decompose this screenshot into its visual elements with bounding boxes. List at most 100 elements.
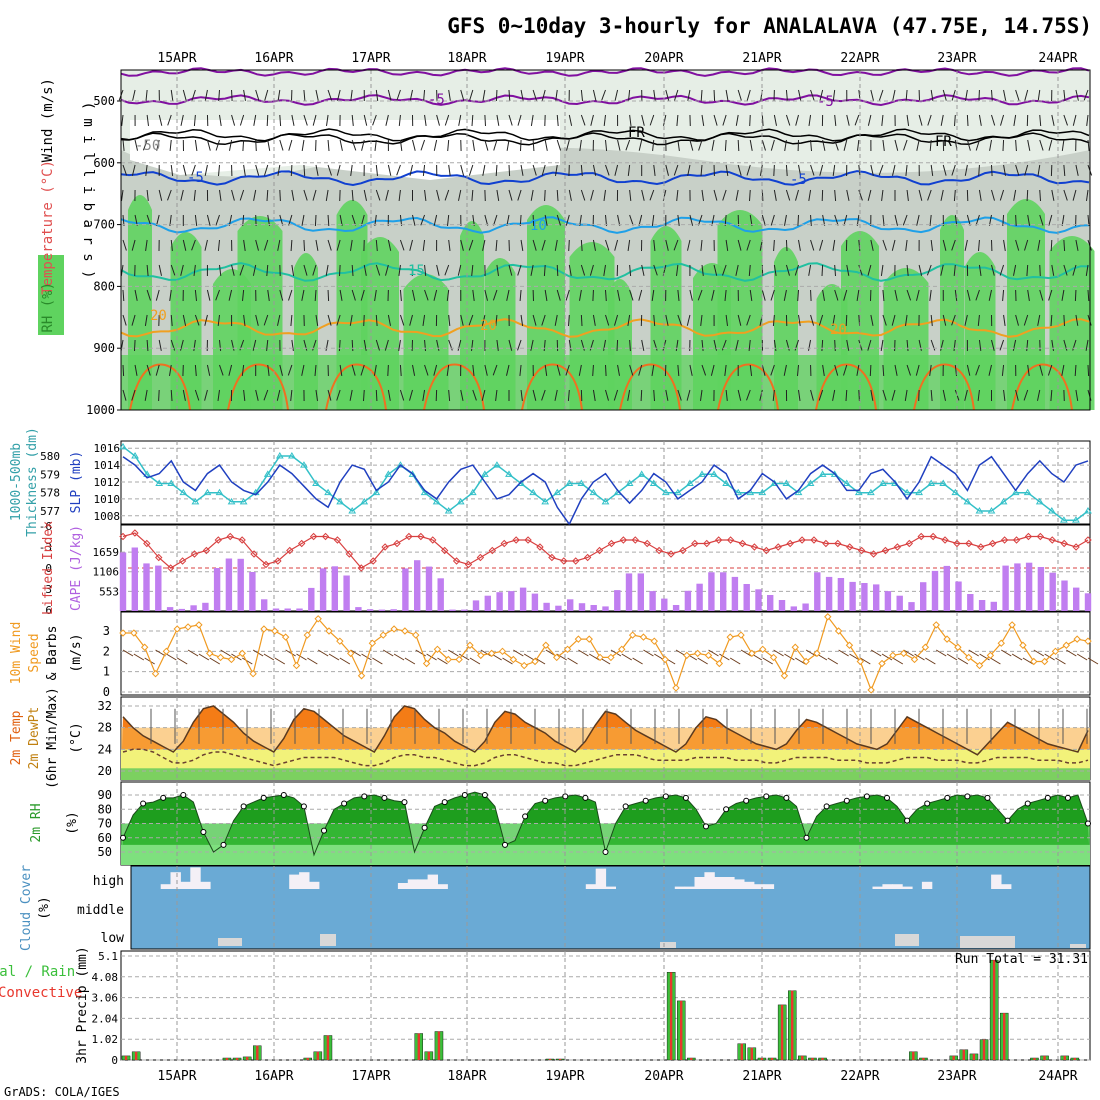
- wind-barb: [363, 339, 367, 351]
- top-date-label: 18APR: [447, 51, 486, 66]
- thickness-point: [191, 497, 200, 505]
- wind10-barb: [502, 657, 513, 665]
- wind-barb: [832, 314, 836, 326]
- rh-point: [542, 797, 549, 804]
- wind-barb: [144, 314, 148, 326]
- wind-barb: [759, 389, 763, 401]
- wind-speed-point: [477, 651, 485, 660]
- wind-barb: [398, 114, 401, 126]
- wind-barb: [170, 339, 176, 351]
- rh-point: [180, 792, 187, 798]
- thickness-point: [493, 461, 501, 468]
- wind-barb: [263, 389, 269, 401]
- slp-ylabel-b: Thickness (dm): [25, 427, 40, 537]
- wind10-barb: [1022, 657, 1034, 665]
- cloud-high-bar: [734, 879, 745, 889]
- wind-barb: [325, 264, 329, 276]
- contour-label: -5: [790, 172, 807, 188]
- cape-bar: [119, 552, 127, 611]
- wind-barb: [1047, 364, 1053, 376]
- wind-barb: [795, 189, 799, 201]
- wind-barb: [722, 114, 727, 126]
- wind-barb: [460, 389, 464, 401]
- wind-barb: [349, 389, 353, 401]
- wind-speed-point: [780, 672, 789, 680]
- li-point: [667, 550, 675, 558]
- wind-barb: [629, 189, 632, 201]
- wind-barb: [818, 389, 824, 401]
- wind-barb: [954, 114, 956, 127]
- wind-barb: [315, 164, 319, 176]
- wind-barb: [649, 189, 655, 201]
- temperature-contour: [120, 94, 1090, 107]
- wind-barb: [1063, 314, 1065, 327]
- wind-barb: [351, 289, 356, 301]
- wind-barb: [677, 214, 680, 226]
- wind-barb: [713, 264, 718, 276]
- wind-speed-point: [1030, 657, 1038, 666]
- top-date-label: 24APR: [1038, 51, 1077, 66]
- thickness-point: [239, 497, 248, 505]
- cape-bar: [190, 605, 197, 611]
- li-point: [714, 536, 723, 544]
- wind-barb: [277, 89, 281, 101]
- wind-barb: [315, 239, 319, 251]
- wind-barb: [749, 289, 753, 301]
- cloud-panel-frame: [130, 865, 1091, 950]
- wind-barb: [144, 389, 148, 401]
- bottom-date-label: 17APR: [351, 1069, 390, 1084]
- wind-barb: [350, 89, 353, 101]
- wind-barb: [517, 264, 522, 276]
- wind-barb: [676, 114, 679, 127]
- wind-barb: [772, 389, 775, 401]
- wind-barb: [556, 364, 561, 376]
- wind-barb: [422, 164, 426, 176]
- thickness-point: [601, 497, 610, 505]
- wind-barb: [1003, 314, 1006, 326]
- wind-barb: [834, 289, 839, 301]
- li-point: [631, 536, 639, 544]
- wind-barb: [964, 389, 968, 401]
- wind-barb: [892, 89, 896, 101]
- cape-bar: [519, 587, 527, 611]
- cloud-high-bar: [190, 867, 201, 889]
- wind-barb: [338, 339, 341, 352]
- wind-speed-point: [639, 633, 648, 641]
- wind-barb: [339, 139, 343, 151]
- precip-convective-bar: [811, 1058, 814, 1060]
- rh-point: [1085, 820, 1091, 827]
- wind-barb: [882, 389, 887, 401]
- wind-barb: [409, 239, 413, 251]
- wind-barb: [482, 164, 486, 176]
- wind-barb: [651, 364, 655, 376]
- wind-barb: [653, 239, 656, 251]
- wind-speed-point: [748, 649, 756, 658]
- wind-barb: [194, 364, 197, 377]
- precip-ylabel-b: Convective: [0, 985, 82, 1001]
- wind-barb: [592, 364, 594, 377]
- wind-barb: [927, 114, 932, 126]
- bottom-date-label: 21APR: [742, 1069, 781, 1084]
- wind-barb: [556, 139, 562, 151]
- li-point: [119, 532, 127, 541]
- wind10-barb: [480, 649, 492, 657]
- wind-barb: [457, 339, 462, 351]
- wind-barb: [492, 289, 498, 301]
- wind-barb: [471, 339, 474, 351]
- wind-barb: [940, 264, 944, 276]
- wind-barb: [239, 264, 245, 276]
- wind-barb: [1061, 214, 1065, 226]
- wind-barb: [810, 214, 812, 227]
- wind-barb: [761, 289, 766, 301]
- wind-barb: [134, 339, 136, 352]
- wind-barb: [1024, 89, 1029, 101]
- wind10-barb: [263, 653, 275, 661]
- wind-barb: [784, 214, 787, 226]
- wind-barb: [638, 139, 643, 151]
- thickness-point: [1011, 488, 1020, 496]
- wind-barb: [834, 214, 839, 226]
- wind-barb: [433, 214, 438, 226]
- li-point: [548, 553, 556, 562]
- wind-barb: [674, 89, 679, 101]
- wind-barb: [219, 189, 222, 201]
